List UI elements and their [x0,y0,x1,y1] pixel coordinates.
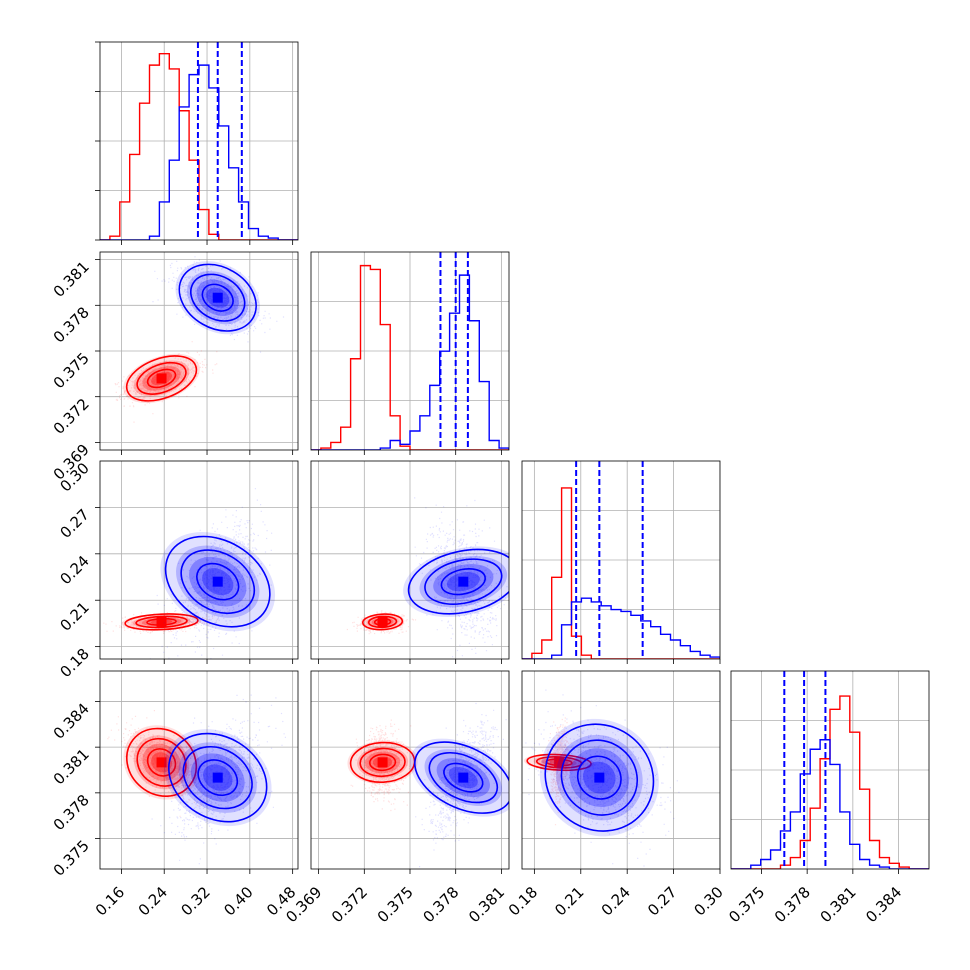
density-peak [377,616,388,627]
density-peak [458,772,469,783]
density-peak [156,757,167,768]
panel-0-0 [95,41,299,245]
density-peak [458,576,469,587]
x-tick-label: 0.18 [505,883,541,919]
contour-line [424,558,503,605]
hist-series-1 [100,64,298,240]
contour-line [196,562,240,601]
contour-line [135,615,188,629]
panel-1-1 [310,251,510,455]
axes-frame [99,670,299,870]
contour-line [544,723,655,832]
hist-series-1 [522,597,720,659]
panel-2-1 [310,460,510,664]
axes-frame [99,460,299,660]
density-peak [156,616,167,627]
scatter-points [414,497,509,658]
contour-line [168,732,268,823]
axes-frame [521,460,721,660]
contour-line [367,615,398,629]
contour-line [124,613,199,631]
x-tick-label: 0.378 [771,883,814,926]
x-tick-label: 0.381 [817,883,860,926]
x-tick-label: 0.30 [690,883,726,919]
density-peak [212,772,223,783]
density-peak [554,757,565,768]
y-tick-label: 0.378 [50,791,93,834]
contour-line [178,263,257,332]
contour-line [362,613,404,631]
contour-line [126,727,198,797]
density-peak [594,772,605,783]
contour-line [146,368,177,389]
contour-line [414,741,509,814]
x-tick-label: 0.24 [598,883,634,919]
contour-line [136,737,187,787]
contour-line [136,361,187,395]
y-tick-label: 0.381 [50,745,93,788]
y-tick-label: 0.24 [56,552,92,588]
density-peak [212,576,223,587]
axes-frame [730,670,930,870]
contour-line [190,273,246,322]
x-tick-label: 0.24 [135,883,171,919]
y-tick-label: 0.372 [50,395,93,438]
contour-line [369,753,397,772]
panel-3-2 [521,670,721,874]
y-tick-label: 0.375 [50,349,93,392]
x-tick-label: 0.378 [419,883,462,926]
density-peak [377,757,388,768]
hist-series-0 [100,53,298,240]
y-tick-label: 0.384 [50,700,93,743]
panel-3-1 [310,670,510,874]
panel-3-0 [95,670,299,874]
x-tick-label: 0.381 [465,883,508,926]
density-peak [212,292,223,303]
contour-line [440,568,487,596]
contour-line [359,747,406,778]
panel-1-0 [95,251,299,455]
contour-line [197,759,239,797]
x-tick-label: 0.32 [178,883,214,919]
y-tick-label: 0.27 [56,506,92,542]
x-tick-label: 0.40 [220,883,256,919]
scatter-points [547,717,572,826]
hist-series-0 [311,264,509,450]
contour-line [164,535,271,628]
density-peak [156,373,167,384]
axes-frame [521,670,721,870]
x-tick-label: 0.21 [551,883,587,919]
contour-line [182,745,253,810]
contour-line [125,355,198,402]
y-tick-label: 0.18 [56,645,92,681]
scatter-points [415,702,507,868]
y-tick-label: 0.21 [56,598,92,634]
contour-line [560,739,639,816]
x-tick-label: 0.16 [92,883,128,919]
x-tick-label: 0.27 [644,883,680,919]
y-tick-label: 0.375 [50,837,93,880]
contour-line [428,751,499,804]
hist-series-0 [731,695,929,869]
contour-line [201,283,234,312]
hist-series-1 [311,274,509,450]
panel-2-0 [95,460,299,664]
panel-3-3 [730,670,930,874]
x-tick-label: 0.375 [374,883,417,926]
panel-2-2 [521,460,721,664]
contour-line [407,548,509,615]
contour-line [146,748,177,777]
hist-series-1 [731,739,929,869]
y-tick-label: 0.381 [50,258,93,301]
contour-line [180,549,256,615]
contour-line [576,755,622,800]
x-tick-label: 0.375 [725,883,768,926]
y-tick-label: 0.378 [50,303,93,346]
contour-line [526,753,592,772]
x-tick-label: 0.384 [862,883,905,926]
x-tick-label: 0.372 [328,883,371,926]
contour-line [443,762,484,793]
hist-series-0 [522,487,720,659]
